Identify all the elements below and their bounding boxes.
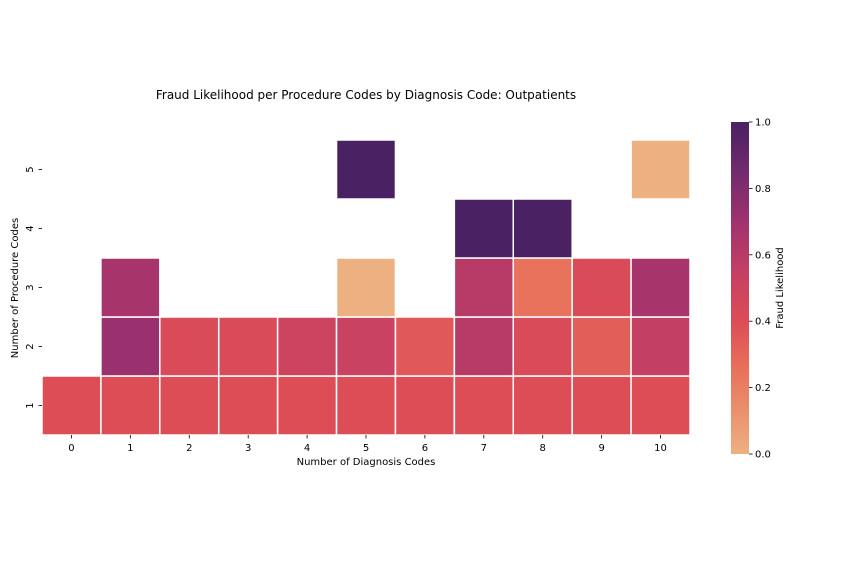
heatmap-cell-x4-y1 xyxy=(276,375,338,436)
heatmap-cell-x6-y1 xyxy=(394,375,456,436)
y-tick-label: 5 xyxy=(25,166,36,172)
y-tick-label: 3 xyxy=(25,284,36,290)
y-tick-label: 2 xyxy=(25,343,36,349)
x-tick-label: 3 xyxy=(245,443,251,454)
heatmap-cell-x6-y2 xyxy=(394,316,456,377)
heatmap-cell-x5-y1 xyxy=(335,375,397,436)
heatmap-cell-x10-y1 xyxy=(630,375,691,436)
x-tick-label: 7 xyxy=(481,443,487,454)
heatmap-cell-x2-y1 xyxy=(159,375,220,436)
x-axis-label: Number of Diagnosis Codes xyxy=(297,457,436,468)
colorbar-ticks: 0.0 0.2 0.4 0.6 0.8 1.0 xyxy=(749,118,771,461)
heatmap-cell-x5-y5 xyxy=(335,139,397,200)
heatmap-cell-x4-y2 xyxy=(276,316,338,377)
heatmap-cells xyxy=(41,139,691,436)
heatmap-cell-x1-y3 xyxy=(100,257,161,318)
x-tick-label: 9 xyxy=(598,443,604,454)
heatmap-cell-x1-y2 xyxy=(100,316,161,377)
y-axis-label: Number of Procedure Codes xyxy=(10,218,21,358)
y-tick-label: 1 xyxy=(25,402,36,408)
colorbar-tick-label: 0.8 xyxy=(755,184,771,195)
colorbar-label: Fraud Likelihood xyxy=(775,247,786,329)
x-tick-label: 8 xyxy=(540,443,546,454)
colorbar-tick-label: 0.6 xyxy=(755,250,771,261)
heatmap-cell-x8-y3 xyxy=(512,257,573,318)
heatmap-cell-x9-y1 xyxy=(571,375,632,436)
colorbar-tick-label: 0.4 xyxy=(755,317,771,328)
x-tick-label: 1 xyxy=(127,443,133,454)
heatmap-cell-x7-y1 xyxy=(453,375,515,436)
heatmap-cell-x9-y2 xyxy=(571,316,632,377)
heatmap-cell-x5-y2 xyxy=(335,316,397,377)
heatmap-cell-x8-y2 xyxy=(512,316,573,377)
heatmap-cell-x3-y2 xyxy=(217,316,279,377)
y-axis-ticks: 1 2 3 4 5 xyxy=(25,166,42,409)
x-tick-label: 0 xyxy=(68,443,74,454)
x-tick-label: 2 xyxy=(186,443,192,454)
heatmap-cell-x7-y4 xyxy=(453,198,515,259)
heatmap-cell-x8-y1 xyxy=(512,375,573,436)
heatmap-cell-x10-y2 xyxy=(630,316,691,377)
heatmap-cell-x0-y1 xyxy=(41,375,102,436)
colorbar xyxy=(731,122,749,454)
heatmap-cell-x7-y2 xyxy=(453,316,515,377)
x-axis-ticks: 0 1 2 3 4 5 6 7 8 9 10 xyxy=(68,435,667,454)
x-tick-label: 5 xyxy=(363,443,369,454)
x-tick-label: 6 xyxy=(422,443,428,454)
heatmap-cell-x7-y3 xyxy=(453,257,515,318)
colorbar-tick-label: 1.0 xyxy=(755,118,771,129)
x-tick-label: 10 xyxy=(654,443,667,454)
y-tick-label: 4 xyxy=(25,225,36,231)
heatmap-cell-x5-y3 xyxy=(335,257,397,318)
chart-title: Fraud Likelihood per Procedure Codes by … xyxy=(156,88,576,102)
heatmap-cell-x1-y1 xyxy=(100,375,161,436)
heatmap-cell-x10-y3 xyxy=(630,257,691,318)
heatmap-cell-x9-y3 xyxy=(571,257,632,318)
colorbar-tick-label: 0.0 xyxy=(755,450,771,461)
heatmap-cell-x2-y2 xyxy=(159,316,220,377)
x-tick-label: 4 xyxy=(304,443,310,454)
colorbar-tick-label: 0.2 xyxy=(755,383,771,394)
heatmap-cell-x10-y5 xyxy=(630,139,691,200)
heatmap-cell-x3-y1 xyxy=(217,375,279,436)
heatmap-cell-x8-y4 xyxy=(512,198,573,259)
